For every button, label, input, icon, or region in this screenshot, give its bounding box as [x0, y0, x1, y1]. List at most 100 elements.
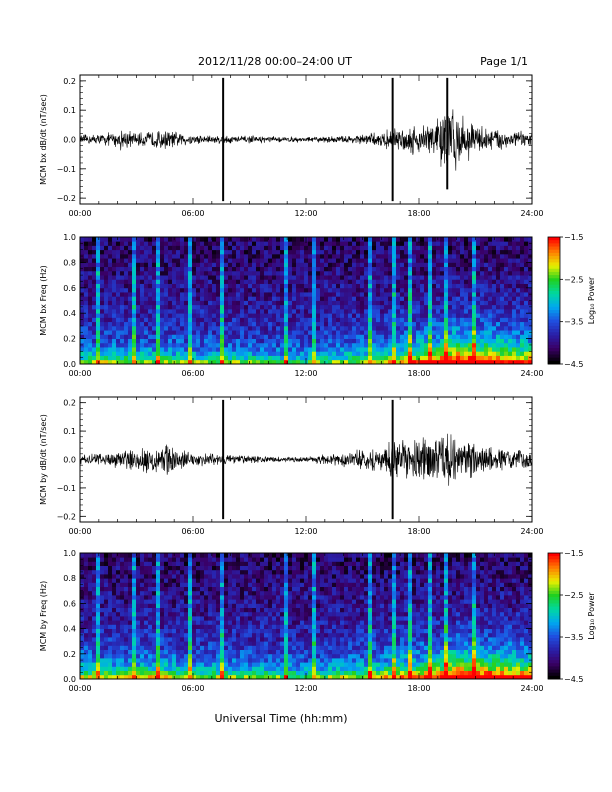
panel2-cell [464, 296, 469, 301]
panel2-cell [436, 237, 441, 242]
panel2-cell [320, 317, 325, 323]
panel2-cell [284, 321, 289, 327]
panel4-cell [112, 632, 117, 638]
panel4-cell [124, 574, 129, 579]
panel2-cell [104, 359, 109, 365]
panel2-cell [340, 237, 345, 242]
panel2-cell [384, 359, 389, 365]
panel2-cell [272, 304, 277, 310]
panel2-cell [112, 292, 117, 297]
panel4-cell [104, 632, 109, 638]
panel2-cell [336, 300, 341, 306]
panel2-cell [388, 292, 393, 297]
panel2-colorbar-swatch [548, 300, 560, 305]
panel2-cell [256, 359, 261, 365]
panel4-cell [184, 586, 189, 592]
panel4-cell [116, 666, 121, 671]
panel2-cell [144, 262, 149, 268]
panel2-cell [144, 338, 149, 344]
panel2-cell [496, 241, 501, 246]
panel4-cell [92, 574, 97, 579]
panel2-cell [160, 262, 165, 268]
panel2-cell [240, 351, 245, 356]
panel4-cell [96, 645, 101, 650]
panel2-cell [272, 266, 277, 272]
panel2-cell [508, 241, 513, 246]
panel2-cell [268, 292, 273, 297]
panel2-cell [484, 266, 489, 272]
panel2-cell [424, 321, 429, 327]
panel2-cell [392, 283, 397, 289]
panel2-cell [392, 249, 397, 255]
panel2-cell [492, 275, 497, 280]
panel2-cell [168, 258, 173, 263]
panel4-cell [184, 578, 189, 583]
panel4-cell [228, 637, 233, 642]
panel2-cell [100, 304, 105, 310]
panel2-cell [112, 266, 117, 272]
panel2-cell [364, 334, 369, 339]
panel2-cell [352, 241, 357, 246]
panel2-cell [132, 300, 137, 306]
panel4-cell [124, 611, 129, 617]
panel2-cell [484, 317, 489, 323]
panel2-cell [360, 266, 365, 272]
panel2-cell [460, 325, 465, 331]
panel2-cell [264, 300, 269, 306]
panel4-cell [204, 569, 209, 575]
panel2-cell [380, 321, 385, 327]
panel4-cell [200, 582, 205, 587]
panel2-cell [460, 287, 465, 293]
panel4-cell [156, 662, 161, 667]
panel2-cell [416, 262, 421, 268]
panel2-cell [156, 334, 161, 339]
panel4-cell [132, 632, 137, 638]
panel2-cell [244, 253, 249, 259]
panel4-cell [140, 553, 145, 558]
panel4-cell [80, 586, 85, 592]
panel2-cell [80, 351, 85, 356]
panel4-cell [104, 637, 109, 642]
panel2-cell [180, 245, 185, 251]
panel2-cell [168, 241, 173, 246]
panel2-cell [312, 330, 317, 335]
panel2-cell [408, 330, 413, 335]
panel4-cell [116, 624, 121, 629]
panel1-y-tick-label: 0.2 [63, 77, 76, 86]
panel2-cell [376, 283, 381, 289]
panel4-cell [200, 557, 205, 562]
panel2-cell [348, 237, 353, 242]
panel2-cell [232, 292, 237, 297]
panel2-cell [340, 245, 345, 251]
panel4-cell [104, 603, 109, 608]
panel2-cell [80, 270, 85, 276]
panel2-cell [264, 308, 269, 314]
panel2-cell [160, 279, 165, 284]
panel2-cell [156, 275, 161, 280]
panel2-cell [96, 334, 101, 339]
panel2-cell [116, 241, 121, 246]
panel2-cell [192, 359, 197, 365]
panel2-cell [420, 287, 425, 293]
panel4-cell [156, 670, 161, 676]
panel2-cell [476, 351, 481, 356]
panel2-cell [184, 325, 189, 331]
panel2-cell [484, 347, 489, 352]
panel2-cell [184, 300, 189, 306]
panel2-cell [328, 338, 333, 344]
panel4-cell [92, 637, 97, 642]
panel2-cell [464, 266, 469, 272]
panel2-cell [288, 359, 293, 365]
panel2-cell [352, 330, 357, 335]
panel4-cell [108, 599, 113, 604]
panel2-cell [392, 241, 397, 246]
panel2-cell [160, 321, 165, 327]
panel2-cell [104, 304, 109, 310]
panel2-cell [472, 292, 477, 297]
panel2-colorbar-swatch [548, 246, 560, 251]
panel2-cell [408, 292, 413, 297]
panel2-cell [252, 308, 257, 314]
panel2-cell [164, 258, 169, 263]
panel2-cell [96, 342, 101, 348]
panel4-cell [196, 607, 201, 613]
